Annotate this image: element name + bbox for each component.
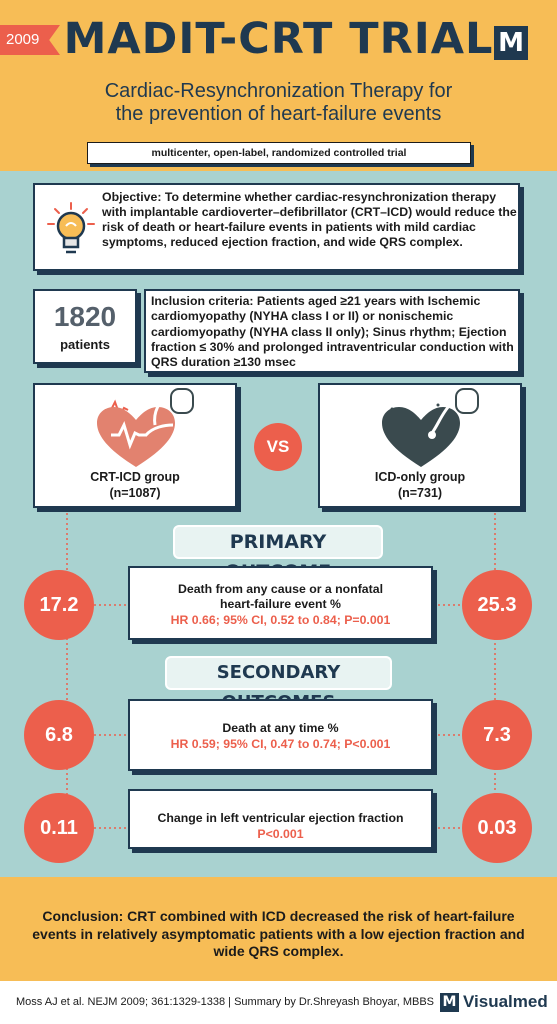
brand-logo-icon: M bbox=[440, 993, 459, 1012]
connector-lines bbox=[66, 508, 496, 860]
lvef-outcome-title: Change in left ventricular ejection frac… bbox=[157, 811, 404, 825]
primary-outcome-stats: HR 0.66; 95% CI, 0.52 to 0.84; P=0.001 bbox=[170, 613, 391, 627]
patient-count: 1820 bbox=[53, 301, 117, 332]
primary-outcome-title-1: Death from any cause or a nonfatal bbox=[177, 582, 383, 596]
death-outcome-card: Death at any time % HR 0.59; 95% CI, 0.4… bbox=[128, 699, 433, 771]
lvef-outcome-stats: P<0.001 bbox=[257, 827, 304, 841]
footer: Moss AJ et al. NEJM 2009; 361:1329-1338 … bbox=[0, 981, 557, 1024]
icd-only-group-name: ICD-only group bbox=[374, 470, 466, 484]
brand-name: Visualmed bbox=[463, 992, 548, 1011]
inclusion-text: Inclusion criteria: Patients aged ≥21 ye… bbox=[151, 294, 514, 370]
vs-badge: VS bbox=[254, 423, 302, 471]
heart-defibrillator-icon bbox=[382, 388, 479, 467]
primary-outcome-card: Death from any cause or a nonfatal heart… bbox=[128, 566, 433, 640]
primary-outcome-title-2: heart-failure event % bbox=[220, 597, 341, 611]
objective-card: Objective: To determine whether cardiac-… bbox=[33, 183, 520, 271]
crt-icd-group-name: CRT-ICD group bbox=[90, 470, 180, 484]
subtitle-line-1: Cardiac-Resynchronization Therapy for bbox=[104, 80, 453, 102]
death-outcome-title: Death at any time % bbox=[222, 721, 339, 735]
secondary-outcomes-heading: SECONDARY OUTCOMES bbox=[165, 656, 392, 713]
inclusion-card: Inclusion criteria: Patients aged ≥21 ye… bbox=[144, 289, 520, 373]
crt-icd-group-card: CRT-ICD group (n=1087) bbox=[33, 383, 237, 508]
death-icd-value: 7.3 bbox=[462, 700, 532, 770]
icd-only-group-label: ICD-only group (n=731) bbox=[320, 469, 520, 501]
patient-label: patients bbox=[60, 337, 110, 352]
crt-icd-group-n: (n=1087) bbox=[109, 486, 161, 500]
objective-text: Objective: To determine whether cardiac-… bbox=[102, 190, 517, 249]
logo-icon: M bbox=[494, 26, 528, 60]
primary-outcome-heading: PRIMARY OUTCOME bbox=[173, 525, 383, 583]
subtitle-line-2: the prevention of heart-failure events bbox=[115, 103, 442, 125]
conclusion-text: Conclusion: CRT combined with ICD decrea… bbox=[32, 908, 525, 959]
icd-only-group-card: ICD-only group (n=731) bbox=[318, 383, 522, 508]
citation: Moss AJ et al. NEJM 2009; 361:1329-1338 … bbox=[16, 996, 434, 1008]
heart-pacemaker-icon bbox=[97, 388, 194, 467]
icd-only-group-n: (n=731) bbox=[397, 486, 443, 500]
lvef-icd-value: 0.03 bbox=[462, 793, 532, 863]
primary-icd-value: 25.3 bbox=[462, 570, 532, 640]
lvef-outcome-card: Change in left ventricular ejection frac… bbox=[128, 789, 433, 849]
primary-crt-value: 17.2 bbox=[24, 570, 94, 640]
lightbulb-icon bbox=[47, 202, 95, 254]
trial-design-label: multicenter, open-label, randomized cont… bbox=[87, 142, 471, 164]
death-outcome-stats: HR 0.59; 95% CI, 0.47 to 0.74; P<0.001 bbox=[170, 737, 391, 751]
subtitle: Cardiac-Resynchronization Therapy for th… bbox=[0, 80, 557, 126]
patients-card: 1820 patients bbox=[33, 289, 137, 364]
lvef-crt-value: 0.11 bbox=[24, 793, 94, 863]
death-crt-value: 6.8 bbox=[24, 700, 94, 770]
conclusion-band bbox=[0, 877, 557, 981]
crt-icd-group-label: CRT-ICD group (n=1087) bbox=[35, 469, 235, 501]
page-title: MADIT-CRT TRIAL bbox=[63, 14, 494, 64]
